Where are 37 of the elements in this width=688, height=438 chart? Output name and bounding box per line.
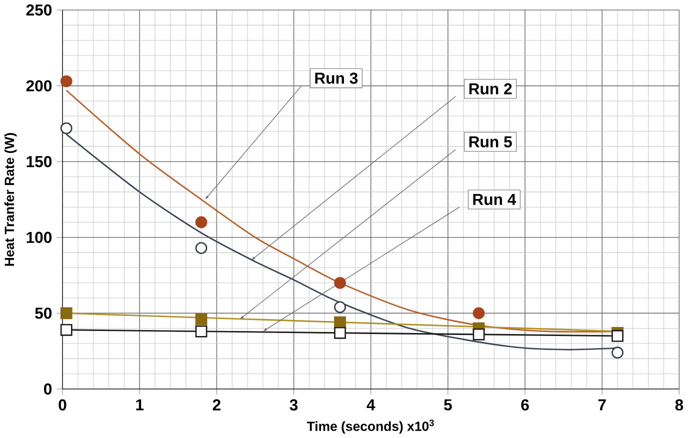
annotation: Run 4 <box>473 194 516 206</box>
point <box>60 122 72 134</box>
point <box>472 328 485 340</box>
y-tick-label: 200 <box>26 80 52 92</box>
point <box>334 326 346 339</box>
point <box>472 307 485 320</box>
point <box>195 325 208 338</box>
annotation: Run 5 <box>469 136 512 148</box>
point <box>334 276 346 289</box>
x-tick-label: 8 <box>675 399 684 411</box>
point <box>60 307 72 320</box>
point <box>195 242 208 254</box>
point <box>195 313 208 326</box>
y-tick-label: 0 <box>44 383 52 395</box>
point <box>334 301 346 314</box>
x-tick-label: 6 <box>521 399 529 411</box>
annotation: Run 3 <box>315 72 358 84</box>
annotation: Run 2 <box>469 83 512 94</box>
point <box>612 330 624 342</box>
x-axis-title: Time (seconds) x10$^{3}$ <box>306 420 434 434</box>
x-tick-label: 3 <box>290 399 298 411</box>
x-tick-label: 4 <box>366 399 376 410</box>
x-tick-label: 7 <box>598 399 606 410</box>
y-tick-label: 100 <box>26 232 52 244</box>
x-tick-label: 1 <box>136 399 144 410</box>
point <box>612 346 624 359</box>
y-tick-label: 250 <box>26 4 52 16</box>
point <box>60 324 72 336</box>
point <box>334 316 346 328</box>
y-axis-title: Heat Tranfer Rate (W) <box>4 133 17 266</box>
point <box>195 216 208 228</box>
x-tick-label: 2 <box>212 399 220 410</box>
point <box>60 75 72 88</box>
x-tick-label: 5 <box>444 399 452 410</box>
y-tick-label: 50 <box>35 308 52 319</box>
y-tick-label: 150 <box>26 156 52 168</box>
x-tick-label: 0 <box>58 399 66 411</box>
